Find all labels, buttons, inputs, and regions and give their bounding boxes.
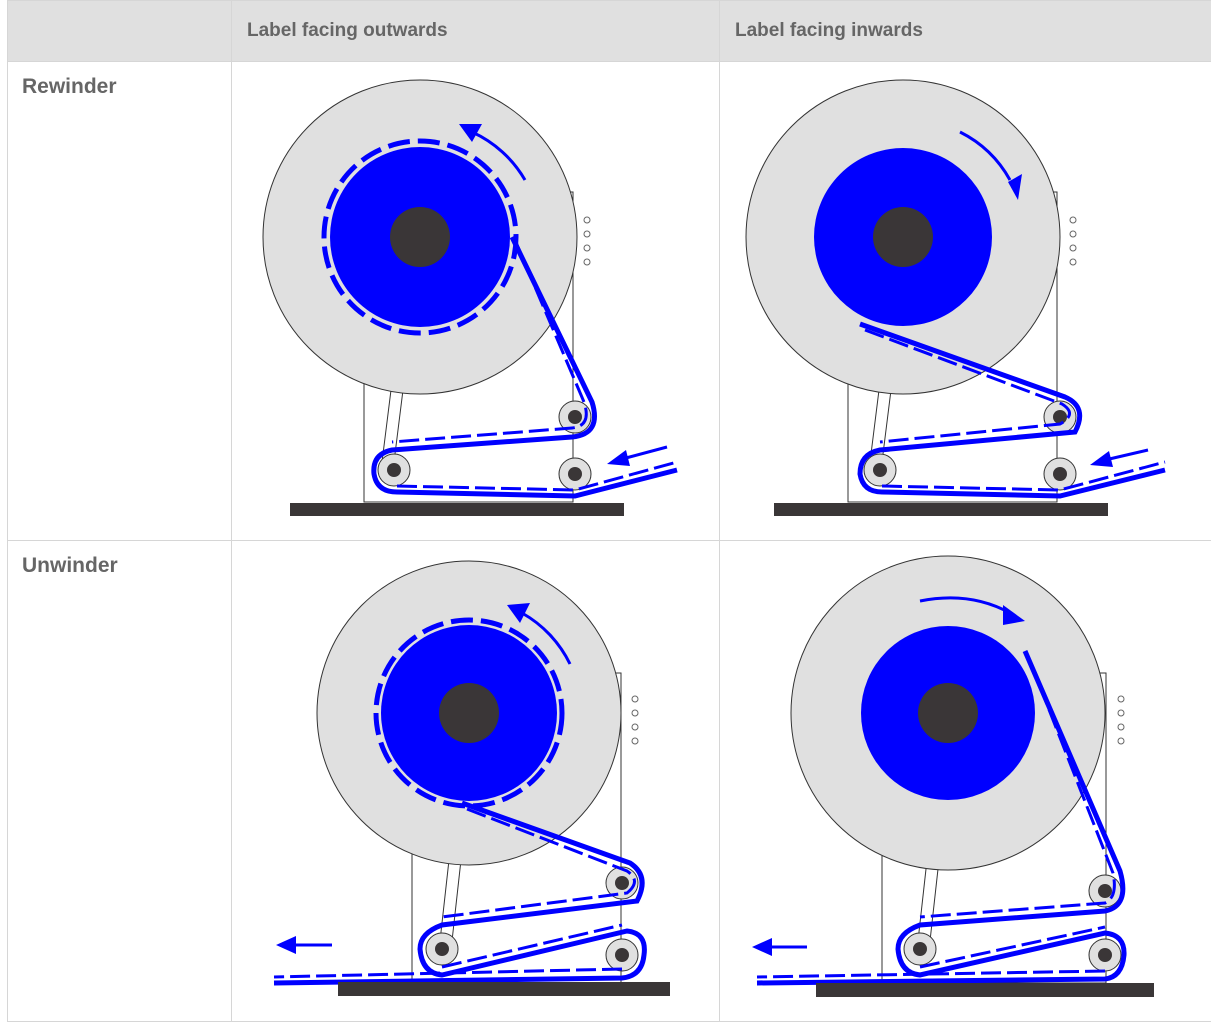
web-path-dashed bbox=[756, 660, 1116, 979]
header-label-facing-inwards: Label facing inwards bbox=[719, 0, 1211, 62]
header-row: Label facing outwards Label facing inwar… bbox=[7, 0, 1211, 62]
rotation-arrowhead bbox=[459, 124, 482, 142]
base-plate bbox=[290, 503, 624, 516]
row-label-unwinder: Unwinder bbox=[7, 540, 232, 1022]
feed-arrow bbox=[621, 445, 668, 461]
reel-hub bbox=[873, 207, 933, 267]
rotation-arrowhead bbox=[507, 603, 530, 623]
header-label-facing-outwards: Label facing outwards bbox=[231, 0, 720, 62]
reel-hub bbox=[390, 207, 450, 267]
indicator-lights bbox=[1117, 695, 1125, 745]
guide-rollers bbox=[425, 866, 639, 972]
reel-hub bbox=[439, 683, 499, 743]
winding-direction-table: Label facing outwards Label facing inwar… bbox=[7, 0, 1211, 1022]
rotation-arrowhead bbox=[1008, 174, 1022, 200]
feed-arrow bbox=[1104, 448, 1149, 462]
feed-arrowhead bbox=[1090, 451, 1113, 467]
base-plate bbox=[816, 983, 1154, 997]
web-path bbox=[756, 650, 1127, 986]
web-path bbox=[273, 800, 647, 986]
indicator-lights bbox=[583, 216, 591, 266]
rotation-arrowhead bbox=[1003, 605, 1025, 625]
web-path-dashed bbox=[391, 239, 678, 492]
base-plate bbox=[774, 503, 1108, 516]
label-roll-dashed-edge bbox=[373, 617, 565, 809]
rewinder-row: Rewinder bbox=[7, 61, 1211, 541]
indicator-lights bbox=[631, 695, 639, 745]
reel-hub bbox=[918, 683, 978, 743]
feed-arrowhead bbox=[752, 938, 772, 956]
row-label-rewinder: Rewinder bbox=[7, 61, 232, 541]
feed-arrowhead bbox=[607, 450, 630, 466]
rotation-arrow bbox=[959, 130, 1012, 181]
rewinder-inwards-diagram bbox=[719, 61, 1211, 541]
indicator-lights bbox=[1069, 216, 1077, 266]
guide-rollers bbox=[377, 400, 592, 491]
rotation-arrow bbox=[521, 611, 572, 665]
web-path-dashed bbox=[864, 328, 1166, 492]
label-roll-dashed-edge bbox=[321, 138, 519, 336]
web-path-dashed bbox=[273, 807, 636, 979]
unwinder-inwards-diagram bbox=[719, 540, 1211, 1022]
rewinder-outwards-diagram bbox=[231, 61, 720, 541]
unwinder-outwards-diagram bbox=[231, 540, 720, 1022]
web-path bbox=[857, 321, 1166, 499]
base-plate bbox=[338, 982, 670, 996]
unwinder-row: Unwinder bbox=[7, 540, 1211, 1022]
header-corner bbox=[7, 0, 232, 62]
feed-arrowhead bbox=[276, 936, 296, 954]
rotation-arrow bbox=[919, 596, 1011, 615]
rotation-arrow bbox=[471, 130, 527, 181]
web-path bbox=[371, 235, 678, 499]
